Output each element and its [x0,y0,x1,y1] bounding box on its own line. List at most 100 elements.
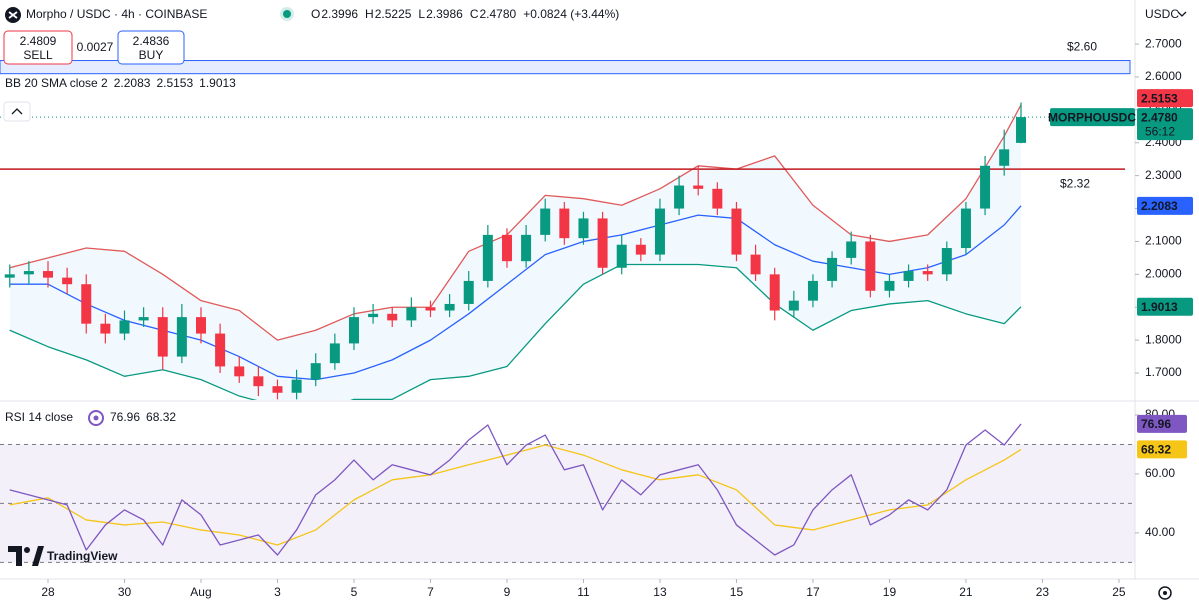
price-badge: 2.4780 [1141,110,1178,124]
currency-chevron[interactable] [1177,11,1187,17]
candle-body [1016,117,1027,143]
sell-button[interactable] [3,30,73,65]
candle-body [329,343,340,364]
candle-body [712,188,723,209]
rsi-ma-line [9,444,1022,546]
collapse-button[interactable] [3,101,31,122]
y-tick-label: 40.00 [1145,525,1175,539]
bb-lower-badge-bg [1137,297,1193,316]
sell-price: 2.4809 [20,34,57,48]
candle-body [234,366,245,377]
x-tick-label: 19 [883,585,897,599]
candle-body [674,185,685,209]
ohlc-label: H [365,7,374,21]
candle-body [884,280,895,291]
candle-body [846,241,857,258]
ohlc-label: L [418,7,425,21]
zone-label: $2.60 [1067,40,1097,54]
buy-button[interactable] [117,30,185,65]
brand-logo-slash [32,546,44,566]
candle-body [119,320,130,334]
candle-body [750,254,761,275]
candle-body [4,274,15,278]
market-status [283,10,291,18]
settings-icon[interactable] [1158,586,1172,600]
candle-body [444,303,455,311]
candle-body [807,280,818,301]
candle-body [540,208,551,235]
bb-upper-badge: 2.5153 [1141,91,1178,105]
x-tick-label: Aug [190,585,211,599]
candle-body [406,307,417,321]
symbol-badge-bg [1050,108,1135,127]
candle-body [138,317,149,321]
ohlc-value: 2.4780 [479,7,516,21]
candle-body [654,208,665,255]
zone [0,60,1131,75]
price-pane [0,60,1135,400]
candle-body [81,284,92,324]
bb-fill [9,104,1022,400]
brand-logo-t [8,546,22,566]
candle-body [62,277,73,285]
candle-body [941,248,952,275]
overlay: $2.60$2.321.70001.80001.90002.00002.1000… [0,0,1199,600]
candle-body [43,271,54,278]
rsi-line [9,423,1022,556]
x-tick-label: 25 [1112,585,1126,599]
rsi-legend-value: 76.96 [110,410,140,424]
ohlc-label: O [311,7,320,21]
candle-body [597,218,608,268]
y-tick-label: 2.7000 [1145,36,1182,50]
currency-label: USDC [1145,7,1179,21]
candle-body [291,379,302,393]
buy-price: 2.4836 [133,34,170,48]
bb-upper-badge-bg [1137,89,1193,108]
x-tick-label: 28 [41,585,55,599]
x-tick-label: 15 [730,585,744,599]
candle-body [731,208,742,255]
candle-body [387,313,398,321]
ohlc-value: 2.3986 [426,7,463,21]
collapse-chevron [11,108,23,115]
candle-body [157,317,168,357]
candle-body [616,244,627,268]
bb-lower-badge: 1.9013 [1141,300,1178,314]
candle-body [960,208,971,249]
candle-body [769,274,780,311]
rsi-legend-ma-value: 68.32 [146,410,176,424]
candle-body [521,234,532,262]
candle-body [559,208,570,239]
candle-body [693,185,704,189]
symbol-title: Morpho / USDC · 4h · COINBASE [26,7,207,21]
candle-body [195,317,206,334]
buy-label: BUY [139,48,164,62]
candle-body [310,363,321,380]
candle-body [368,313,379,318]
candle-body [980,165,991,209]
symbol-logo-mark [8,11,18,19]
x-tick-label: 13 [653,585,667,599]
rsi-ma-badge-bg [1137,440,1187,459]
candle-body [501,234,512,262]
candle-body [215,333,226,367]
settings-icon-center [1163,591,1167,595]
countdown: 56:12 [1145,124,1175,138]
candle-body [482,234,493,281]
brand-name: TradingView [47,549,118,563]
candle-body [425,307,436,311]
bb-middle-badge-bg [1137,196,1193,215]
candle-body [253,376,264,387]
rsi-icon[interactable] [88,410,104,426]
candle-body [865,241,876,291]
y-tick-label: 2.3000 [1145,168,1182,182]
symbol-badge: MORPHOUSDC [1048,110,1136,124]
sell-label: SELL [23,48,53,62]
y-tick-label: 2.1000 [1145,234,1182,248]
bb-middle-badge: 2.2083 [1141,199,1178,213]
y-tick-label: 60.00 [1145,466,1175,480]
level-label: $2.32 [1060,176,1090,190]
x-tick-label: 11 [577,585,590,599]
